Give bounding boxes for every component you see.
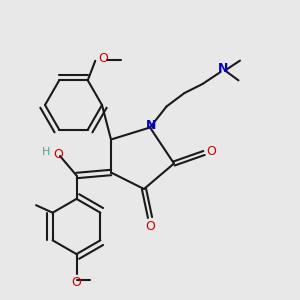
Text: O: O <box>207 145 216 158</box>
Text: O: O <box>72 276 81 289</box>
Text: O: O <box>54 148 63 161</box>
Text: O: O <box>98 52 108 65</box>
Text: O: O <box>145 220 155 233</box>
Text: N: N <box>218 62 228 76</box>
Text: H: H <box>41 147 50 158</box>
Text: N: N <box>146 118 157 132</box>
